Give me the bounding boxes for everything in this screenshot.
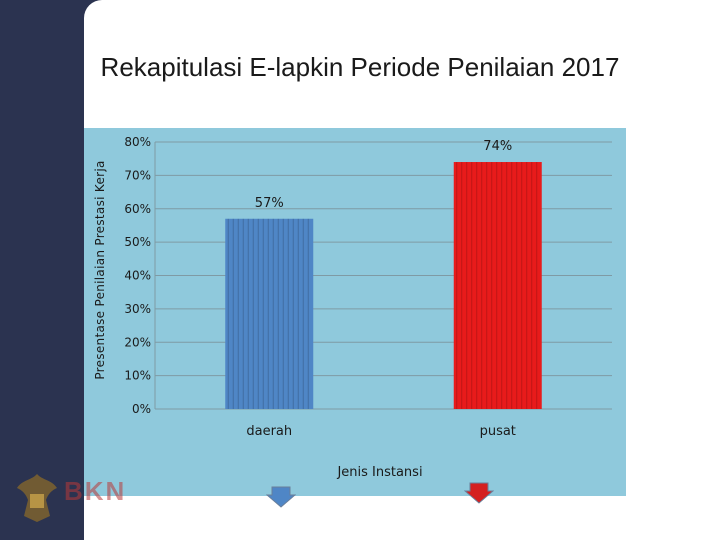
- garuda-emblem-icon: [17, 474, 57, 522]
- y-tick-label: 80%: [124, 135, 151, 149]
- bar-value-label: 57%: [255, 196, 284, 211]
- y-tick-label: 40%: [124, 269, 151, 283]
- logo-text: BKN: [64, 476, 127, 506]
- y-tick-label: 0%: [132, 402, 151, 416]
- bkn-logo: BKN: [14, 470, 194, 530]
- y-tick-label: 50%: [124, 235, 151, 249]
- y-tick-label: 70%: [124, 168, 151, 182]
- x-tick-label: pusat: [480, 424, 516, 439]
- bar-daerah: [225, 218, 314, 409]
- bar-value-label: 74%: [483, 139, 512, 154]
- y-axis-label: Presentase Penilaian Prestasi Kerja: [93, 160, 107, 380]
- y-tick-label: 30%: [124, 302, 151, 316]
- y-tick-label: 10%: [124, 369, 151, 383]
- x-axis-label: Jenis Instansi: [337, 465, 423, 480]
- y-tick-label: 60%: [124, 202, 151, 216]
- bar-pusat: [453, 162, 542, 409]
- nav-prev-arrow-icon[interactable]: [266, 486, 296, 508]
- slide-title: Rekapitulasi E-lapkin Periode Penilaian …: [100, 52, 620, 82]
- y-tick-label: 20%: [124, 335, 151, 349]
- x-tick-label: daerah: [246, 424, 292, 439]
- nav-next-arrow-icon[interactable]: [464, 482, 494, 504]
